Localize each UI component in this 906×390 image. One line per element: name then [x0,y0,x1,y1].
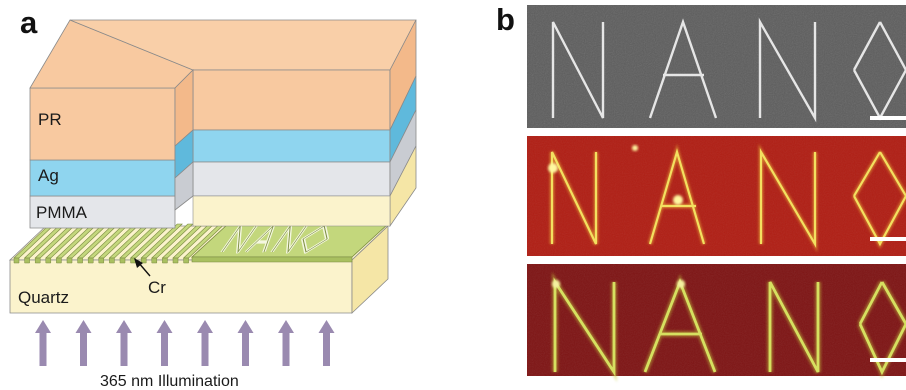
cr-pad-front [191,256,353,263]
panel-b-letter: b [496,2,515,37]
fluor2-scale-bar [870,358,906,362]
cr-grating-line-edge [34,257,41,264]
sem-scale-bar [870,116,906,120]
fluor-image-1 [527,136,906,256]
cr-grating-line-edge [77,257,83,264]
cr-grating-line-edge [119,257,126,264]
panel-a-letter: a [20,5,38,40]
cr-grating-line-edge [45,257,52,264]
cr-pointer-arrowhead [134,258,143,268]
cr-grating-line-edge [24,257,30,264]
fluor2-spot [677,280,685,288]
pmma-front-right [192,161,391,197]
cr-grating-line-edge [109,257,115,264]
cr-grating-line-edge [140,257,147,264]
fluor2-letter-n1 [553,277,616,377]
sem-letter-a [648,18,718,119]
sem-letter-n2 [758,17,817,123]
illumination-arrow [237,320,254,366]
panel-a: a [8,5,417,390]
label-ag: Ag [38,166,59,185]
quartz-side [351,225,389,314]
illumination-arrow [318,320,335,366]
illumination-arrow [197,320,213,366]
illumination-arrow [278,320,294,366]
label-pr: PR [38,110,62,129]
fluor2-letter-o [858,281,906,376]
cr-grating-line-edge [98,257,105,264]
cr-grating-line-edge [13,257,20,264]
fluor1-spot [548,163,558,173]
cr-nano-pad [190,223,390,263]
sem-letters [551,17,906,123]
fluor1-letters [550,147,906,249]
illumination-arrow [116,320,132,366]
fluor1-spot [632,145,638,151]
fluor1-spot [673,195,683,205]
panel-b: b [496,2,906,383]
cr-grating-line-edge [151,257,158,264]
fluor2-spot [552,280,560,288]
cr-grating-line-edge [183,257,189,264]
illumination-arrow [156,320,173,366]
illumination-arrows [35,320,335,366]
sem-letter-n1 [551,21,605,119]
label-quartz: Quartz [18,288,69,307]
fluor1-letter-n1 [550,151,598,245]
fluor1-letter-a [648,148,706,245]
illumination-arrow [35,320,51,366]
quartz-shelf-right [192,195,391,227]
illumination-arrow [75,320,92,366]
label-cr: Cr [148,278,166,297]
cr-grating-line-edge [162,257,168,264]
sem-image [527,5,906,128]
cr-pointer: Cr [134,258,166,297]
cr-grating-line-edge [172,257,179,264]
fluor-image-2 [527,264,906,383]
fluor2-letter-n2 [768,281,820,373]
illumination-label: 365 nm Illumination [100,373,239,390]
ag-front-right [192,129,391,163]
fluor1-letter-n2 [759,147,817,249]
pr-front-right [192,69,391,131]
cr-grating-line-edge [56,257,62,264]
cr-grating-line-edge [66,257,73,264]
label-pmma: PMMA [36,203,88,222]
fluor1-scale-bar [870,237,906,241]
right-stack [69,19,417,228]
fluor1-letter-o [853,151,906,247]
cr-grating-line-edge [87,257,94,264]
